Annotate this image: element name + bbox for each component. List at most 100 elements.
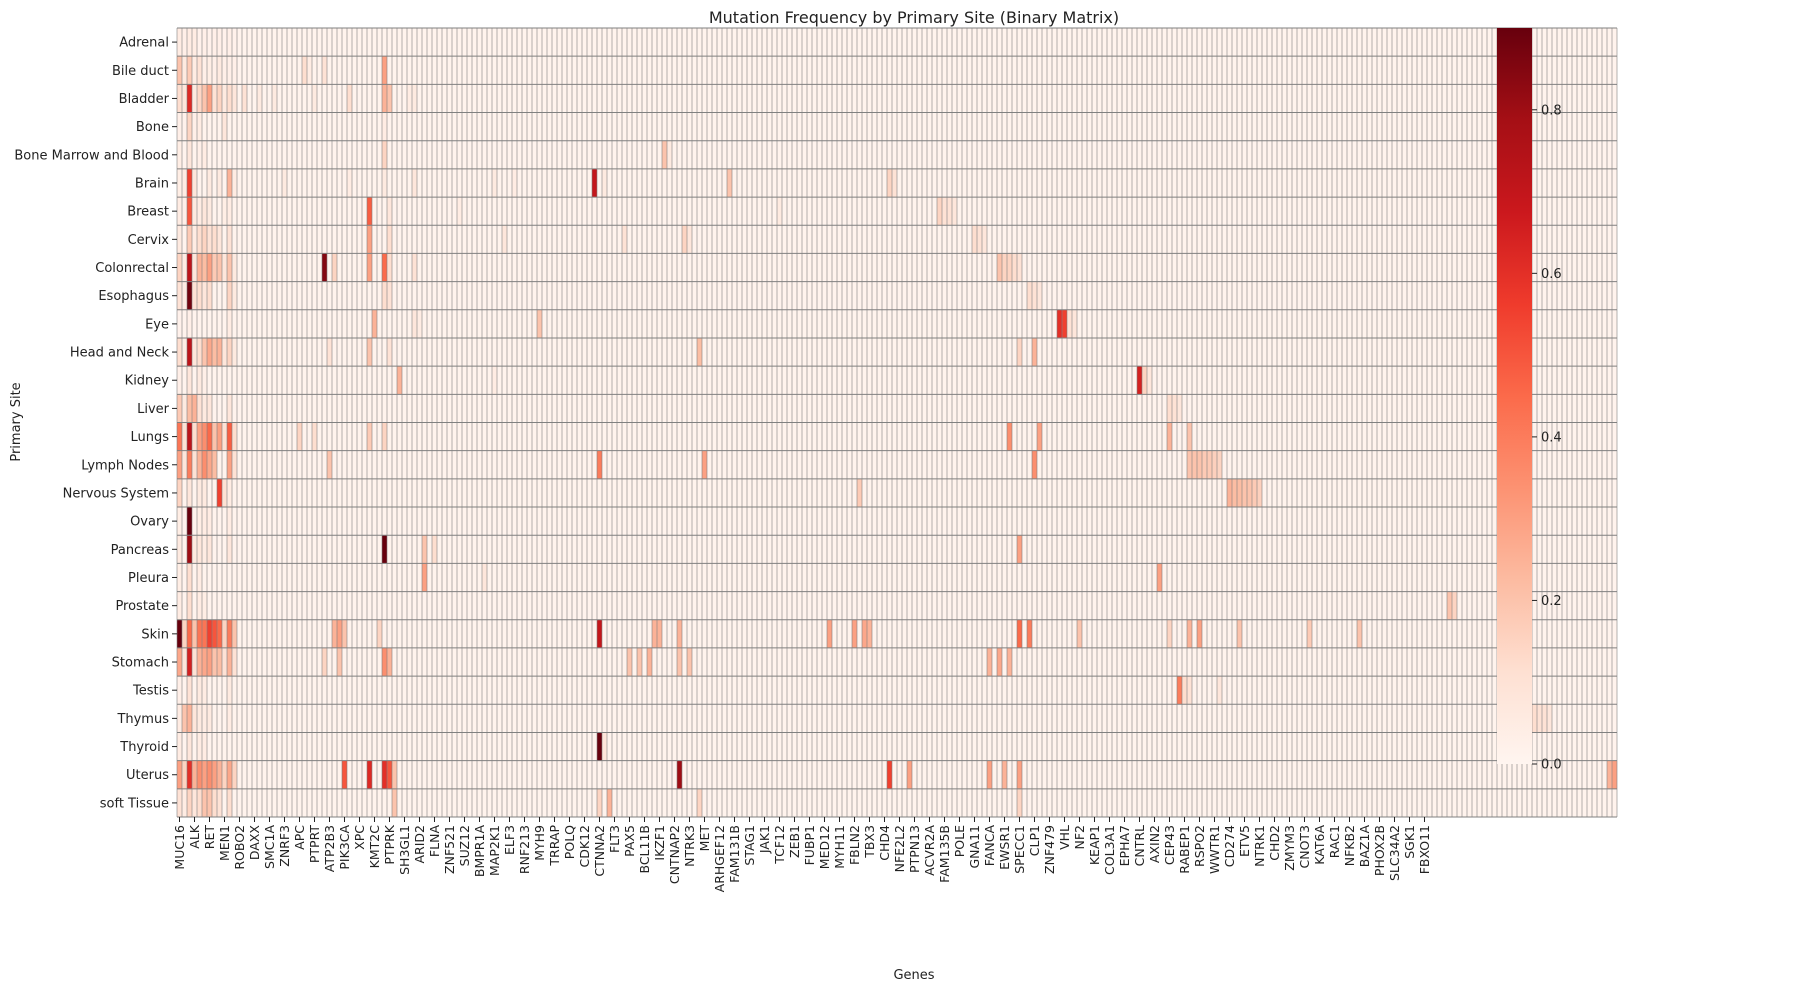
heatmap-cell	[447, 168, 453, 198]
heatmap-cell	[337, 281, 343, 310]
heatmap-cell	[702, 253, 708, 282]
heatmap-cell	[452, 309, 458, 339]
heatmap-cell	[582, 450, 588, 479]
heatmap-cell	[792, 168, 798, 198]
heatmap-cell	[412, 422, 418, 451]
heatmap-cell	[1372, 56, 1378, 85]
heatmap-cell	[1087, 281, 1093, 310]
heatmap-cell	[1202, 422, 1208, 451]
heatmap-cell	[1612, 309, 1618, 339]
heatmap-cell	[1292, 56, 1298, 85]
heatmap-cell	[1042, 253, 1048, 282]
heatmap-cell	[1382, 28, 1388, 57]
heatmap-cell	[1097, 56, 1103, 85]
heatmap-cell	[1152, 281, 1158, 310]
heatmap-cell	[532, 337, 538, 367]
heatmap-cell	[427, 225, 433, 254]
heatmap-cell	[1312, 84, 1318, 113]
heatmap-cell	[572, 478, 578, 508]
heatmap-cell	[467, 112, 473, 141]
heatmap-cell	[1262, 197, 1268, 226]
heatmap-cell	[262, 253, 268, 282]
heatmap-cell	[217, 197, 223, 226]
heatmap-cell	[1132, 309, 1138, 339]
heatmap-cell	[1447, 422, 1453, 451]
heatmap-cell	[717, 197, 723, 226]
heatmap-cell	[677, 281, 683, 310]
heatmap-cell	[1607, 422, 1613, 451]
heatmap-cell	[1097, 225, 1103, 254]
heatmap-cell	[742, 84, 748, 113]
heatmap-cell	[1237, 140, 1243, 169]
heatmap-cell	[967, 366, 973, 395]
heatmap-cell	[362, 507, 368, 536]
heatmap-cell	[212, 309, 218, 339]
heatmap-cell	[657, 337, 663, 367]
heatmap-cell	[1187, 140, 1193, 169]
heatmap-cell	[257, 28, 263, 57]
heatmap-cell	[407, 140, 413, 169]
heatmap-cell	[867, 281, 873, 310]
heatmap-cell	[912, 28, 918, 57]
heatmap-cell	[502, 140, 508, 169]
heatmap-cell	[612, 422, 618, 451]
heatmap-cell	[492, 84, 498, 113]
heatmap-cell	[1052, 337, 1058, 367]
heatmap-cell	[977, 366, 983, 395]
heatmap-cell	[962, 450, 968, 479]
heatmap-cell	[537, 478, 543, 508]
heatmap-cell	[1277, 28, 1283, 57]
heatmap-cell	[1397, 394, 1403, 423]
heatmap-cell	[1492, 309, 1498, 339]
heatmap-cell	[657, 450, 663, 479]
heatmap-cell	[1337, 56, 1343, 85]
heatmap-cell	[697, 309, 703, 339]
heatmap-cell	[282, 56, 288, 85]
heatmap-cell	[1302, 56, 1308, 85]
heatmap-cell	[1487, 281, 1493, 310]
heatmap-cell	[637, 168, 643, 198]
heatmap-cell	[377, 112, 383, 141]
heatmap-cell	[1012, 309, 1018, 339]
heatmap-cell	[1227, 478, 1233, 508]
heatmap-cell	[1412, 281, 1418, 310]
heatmap-cell	[327, 56, 333, 85]
heatmap-cell	[602, 168, 608, 198]
heatmap-cell	[1542, 168, 1548, 198]
heatmap-cell	[257, 197, 263, 226]
heatmap-cell	[622, 84, 628, 113]
heatmap-cell	[1247, 225, 1253, 254]
heatmap-row	[177, 168, 1618, 198]
heatmap-cell	[672, 478, 678, 508]
heatmap-cell	[432, 168, 438, 198]
heatmap-cell	[1467, 56, 1473, 85]
heatmap-cell	[602, 394, 608, 423]
heatmap-cell	[627, 366, 633, 395]
heatmap-cell	[1312, 112, 1318, 141]
heatmap-cell	[577, 56, 583, 85]
heatmap-cell	[197, 253, 203, 282]
heatmap-cell	[972, 394, 978, 423]
heatmap-cell	[712, 84, 718, 113]
heatmap-cell	[992, 168, 998, 198]
heatmap-cell	[1262, 394, 1268, 423]
heatmap-cell	[1017, 394, 1023, 423]
heatmap-cell	[1442, 84, 1448, 113]
heatmap-cell	[712, 337, 718, 367]
heatmap-cell	[597, 112, 603, 141]
heatmap-cell	[1342, 394, 1348, 423]
heatmap-cell	[737, 28, 743, 57]
heatmap-cell	[1427, 309, 1433, 339]
heatmap-cell	[322, 422, 328, 451]
heatmap-cell	[937, 337, 943, 367]
heatmap-cell	[1142, 168, 1148, 198]
heatmap-cell	[1322, 366, 1328, 395]
heatmap-cell	[782, 197, 788, 226]
heatmap-cell	[812, 253, 818, 282]
heatmap-cell	[467, 366, 473, 395]
heatmap-cell	[377, 337, 383, 367]
heatmap-cell	[1382, 140, 1388, 169]
heatmap-cell	[222, 309, 228, 339]
heatmap-cell	[1472, 253, 1478, 282]
heatmap-cell	[1112, 197, 1118, 226]
